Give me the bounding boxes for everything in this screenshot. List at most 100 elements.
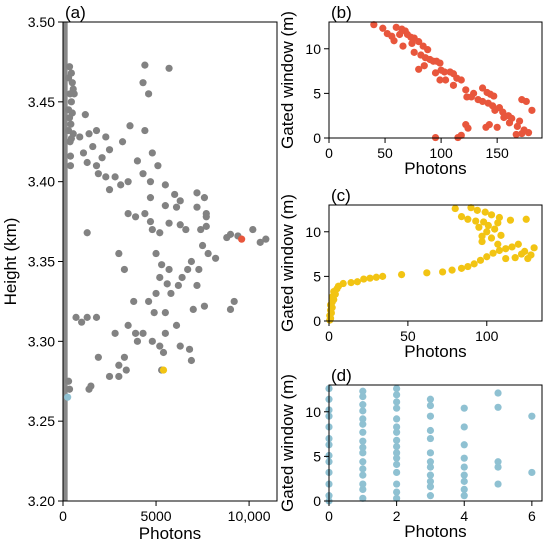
data-point (513, 122, 521, 130)
y-tick-label: 3.50 (28, 14, 55, 30)
data-point (359, 465, 367, 473)
data-point (102, 173, 110, 181)
data-point (163, 280, 171, 288)
data-point (487, 211, 496, 219)
x-tick-label: 100 (475, 328, 499, 344)
data-point (426, 458, 435, 466)
data-point (393, 488, 401, 496)
data-point (204, 249, 212, 258)
data-point (359, 458, 367, 466)
data-point (359, 471, 367, 479)
data-point (500, 113, 508, 122)
data-point (172, 321, 181, 329)
data-point (117, 181, 125, 189)
data-point (462, 86, 470, 94)
data-point (506, 216, 515, 224)
data-point (83, 313, 91, 321)
data-point (65, 63, 74, 71)
data-point (449, 81, 458, 89)
data-point (370, 21, 378, 29)
data-point (475, 223, 483, 231)
data-point (200, 194, 209, 202)
data-point (511, 254, 519, 262)
data-point (159, 366, 168, 374)
data-point (495, 213, 503, 222)
data-point (451, 204, 459, 213)
y-tick-label: 3.30 (28, 333, 55, 349)
data-point (467, 204, 475, 212)
data-point (483, 253, 491, 261)
data-point (393, 494, 401, 502)
data-point (517, 250, 526, 258)
y-axis-label: Gated window (m) (278, 374, 297, 512)
data-point (448, 266, 456, 274)
data-point (359, 494, 367, 502)
data-point (139, 329, 147, 337)
data-point (491, 225, 499, 233)
data-point (150, 308, 158, 317)
data-point (122, 366, 130, 374)
data-point (115, 249, 123, 258)
y-tick-label: 5 (313, 448, 321, 464)
data-point (441, 76, 450, 84)
data-point (193, 189, 201, 197)
data-point (146, 217, 155, 226)
data-point (139, 170, 147, 178)
data-point (76, 133, 84, 141)
data-point (141, 210, 149, 218)
data-point (460, 492, 468, 500)
data-point (94, 353, 102, 361)
data-point (426, 471, 435, 479)
data-point (470, 89, 478, 97)
panel-d: 0 2 4 6 0 5 10 Photons Gated window (m) (d) (278, 366, 543, 541)
data-point (262, 235, 270, 243)
data-point (130, 297, 138, 306)
data-point (415, 65, 423, 73)
data-point (256, 238, 264, 246)
data-point (426, 395, 435, 403)
data-point (487, 234, 496, 242)
data-point (187, 356, 195, 365)
data-point (198, 241, 207, 250)
data-point (426, 434, 435, 443)
data-point (426, 492, 435, 500)
data-point (482, 123, 490, 131)
data-point (490, 92, 498, 100)
data-point (64, 393, 72, 401)
data-point (460, 404, 468, 412)
data-point (495, 246, 503, 255)
data-point (483, 228, 491, 236)
data-point (478, 97, 487, 106)
data-point (360, 275, 368, 283)
data-point (182, 225, 190, 234)
data-point (439, 268, 447, 276)
data-point (514, 240, 522, 248)
data-point (399, 42, 407, 50)
data-point (65, 114, 74, 122)
panel-label: (b) (331, 3, 352, 22)
data-point (424, 46, 432, 54)
data-point (426, 463, 435, 471)
data-point (118, 138, 127, 146)
data-point (79, 149, 88, 157)
data-point (481, 208, 489, 216)
data-point (131, 329, 140, 337)
data-point (120, 265, 129, 274)
data-point (359, 485, 367, 493)
data-point (522, 97, 530, 106)
data-point (161, 202, 169, 210)
data-point (530, 244, 538, 252)
y-tick-label: 3.35 (28, 254, 55, 270)
data-point (359, 415, 367, 423)
data-point (89, 142, 97, 151)
data-point (65, 385, 74, 393)
data-point (83, 158, 91, 167)
data-point (359, 401, 367, 409)
data-point (528, 412, 536, 420)
data-point (189, 305, 197, 313)
data-point (68, 79, 76, 87)
data-point (146, 194, 155, 202)
y-tick-label: 5 (313, 268, 321, 284)
data-point (460, 485, 468, 493)
